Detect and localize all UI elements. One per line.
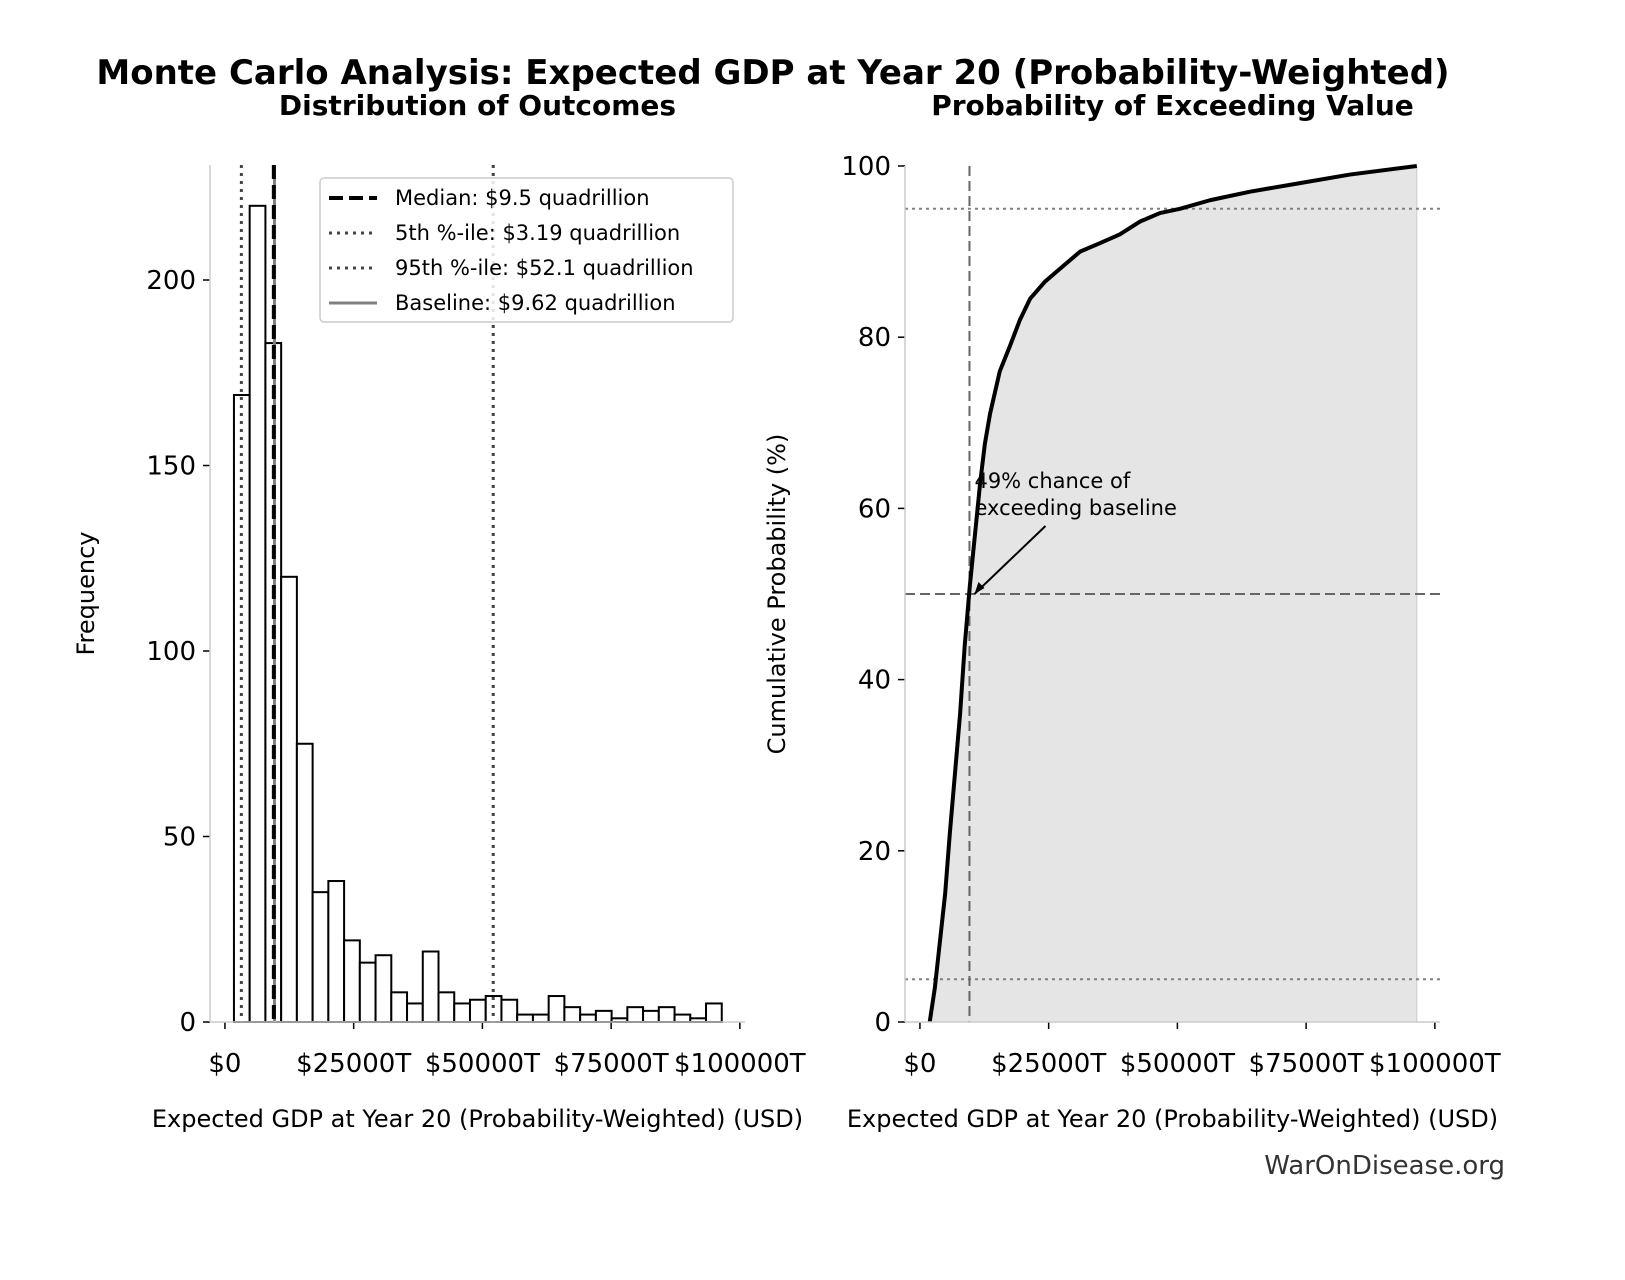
annotation-text: 49% chance of [974,469,1130,493]
bar [374,954,393,1023]
x-tick-label: $75000T [554,1049,669,1079]
bar [280,575,298,1023]
bar [642,1009,660,1023]
bar [327,880,346,1024]
y-tick-label: 80 [858,323,891,353]
x-tick-label: $100000T [674,1049,806,1079]
y-tick-label: 40 [858,666,891,696]
y-tick-label: 0 [179,1008,196,1038]
bar [437,991,456,1024]
x-tick-label: $25000T [296,1049,411,1079]
legend-label: Baseline: $9.62 quadrillion [395,291,676,315]
x-tick-label: $50000T [425,1049,540,1079]
cdf-line [927,164,1418,1023]
annotation-arrowhead [974,582,985,594]
bar [248,204,267,1024]
bar [673,1013,692,1023]
x-tick-label: $0 [903,1049,936,1079]
legend-label: 5th %-ile: $3.19 quadrillion [395,221,680,245]
y-tick-label: 150 [146,452,196,482]
x-tick-label: $25000T [991,1049,1106,1079]
bar [531,1013,550,1023]
y-axis-label: Cumulative Probability (%) [763,434,791,755]
bar [390,991,409,1024]
bar [295,742,314,1023]
y-tick-label: 20 [858,837,891,867]
annotation-text: exceeding baseline [974,496,1176,520]
y-tick-label: 100 [146,637,196,667]
y-tick-label: 100 [841,152,891,182]
subplot-title: Distribution of Outcomes [279,89,676,122]
y-tick-label: 60 [858,494,891,524]
x-tick-label: $50000T [1120,1049,1235,1079]
x-tick-label: $100000T [1369,1049,1501,1079]
bar [626,1006,645,1023]
y-tick-label: 200 [146,266,196,296]
source: WarOnDisease.org [1264,1151,1505,1181]
bar [468,998,487,1023]
annotation-arrow [973,525,1047,595]
y-tick-label: 0 [874,1008,891,1038]
legend-label: Median: $9.5 quadrillion [395,186,650,210]
bar [594,1009,613,1023]
bar [705,1002,723,1023]
bar [406,1002,424,1023]
bar [500,998,519,1023]
bar [579,1013,597,1023]
x-tick-label: $75000T [1249,1049,1364,1079]
x-axis-label: Expected GDP at Year 20 (Probability-Wei… [152,1105,803,1133]
bar [516,1013,534,1023]
figure-title: Monte Carlo Analysis: Expected GDP at Ye… [96,53,1449,93]
x-tick-label: $0 [208,1049,241,1079]
y-axis-label: Frequency [72,532,100,656]
bar [311,891,330,1023]
legend-box [319,177,734,323]
subplot-title: Probability of Exceeding Value [931,89,1414,122]
bar [657,1006,676,1023]
bar [547,995,566,1023]
bar [358,961,377,1023]
legend-label: 95th %-ile: $52.1 quadrillion [395,256,694,280]
bar [421,950,440,1023]
y-tick-label: 50 [163,823,196,853]
bar [343,939,361,1024]
x-axis-label: Expected GDP at Year 20 (Probability-Wei… [847,1105,1498,1133]
bar [453,1002,471,1023]
bar [563,1006,582,1023]
